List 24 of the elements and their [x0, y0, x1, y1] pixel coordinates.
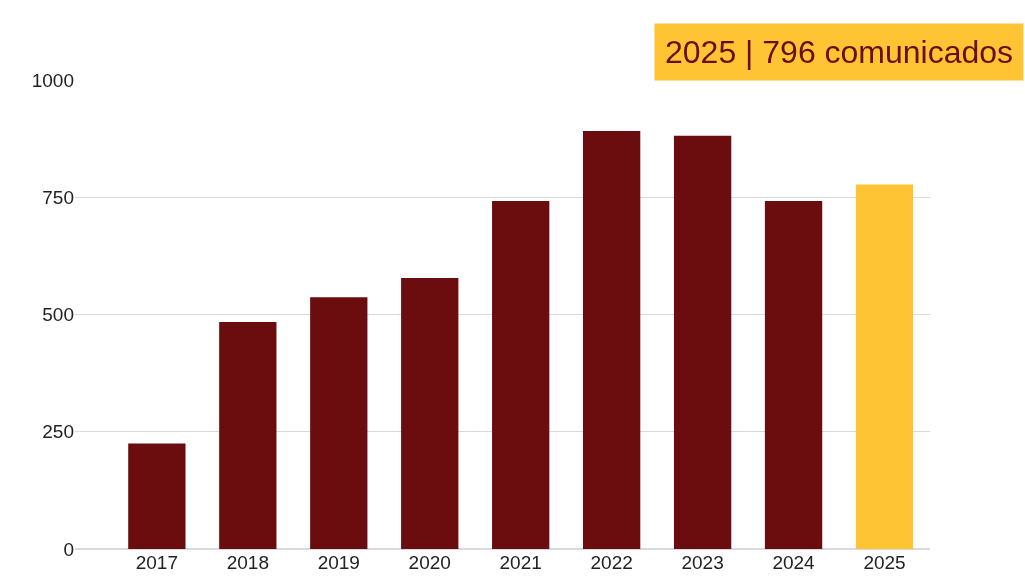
x-tick-label: 2024 — [772, 552, 816, 573]
x-tick-label: 2022 — [590, 552, 633, 573]
y-tick-label: 250 — [42, 421, 74, 443]
bar — [492, 201, 550, 549]
x-tick-label: 2019 — [317, 552, 360, 573]
bar — [128, 443, 186, 549]
text: 2025 | 796 comunicados — [665, 34, 1014, 70]
y-tick-label: 0 — [63, 538, 74, 560]
x-tick-label: 2017 — [135, 552, 178, 573]
bar — [310, 297, 368, 549]
x-tick-label: 2025 — [863, 552, 906, 573]
x-tick-label: 2023 — [681, 552, 724, 573]
bar — [855, 184, 914, 549]
bar — [401, 277, 459, 549]
y-tick-label: 1000 — [31, 69, 74, 91]
bar — [219, 322, 277, 549]
bar — [583, 131, 641, 549]
bar — [673, 135, 732, 549]
y-tick-label: 750 — [42, 186, 74, 208]
bar — [764, 201, 823, 549]
x-tick-label: 2021 — [499, 552, 542, 573]
x-tick-label: 2020 — [408, 552, 451, 573]
x-tick-label: 2018 — [226, 552, 269, 573]
y-tick-label: 500 — [42, 304, 74, 326]
